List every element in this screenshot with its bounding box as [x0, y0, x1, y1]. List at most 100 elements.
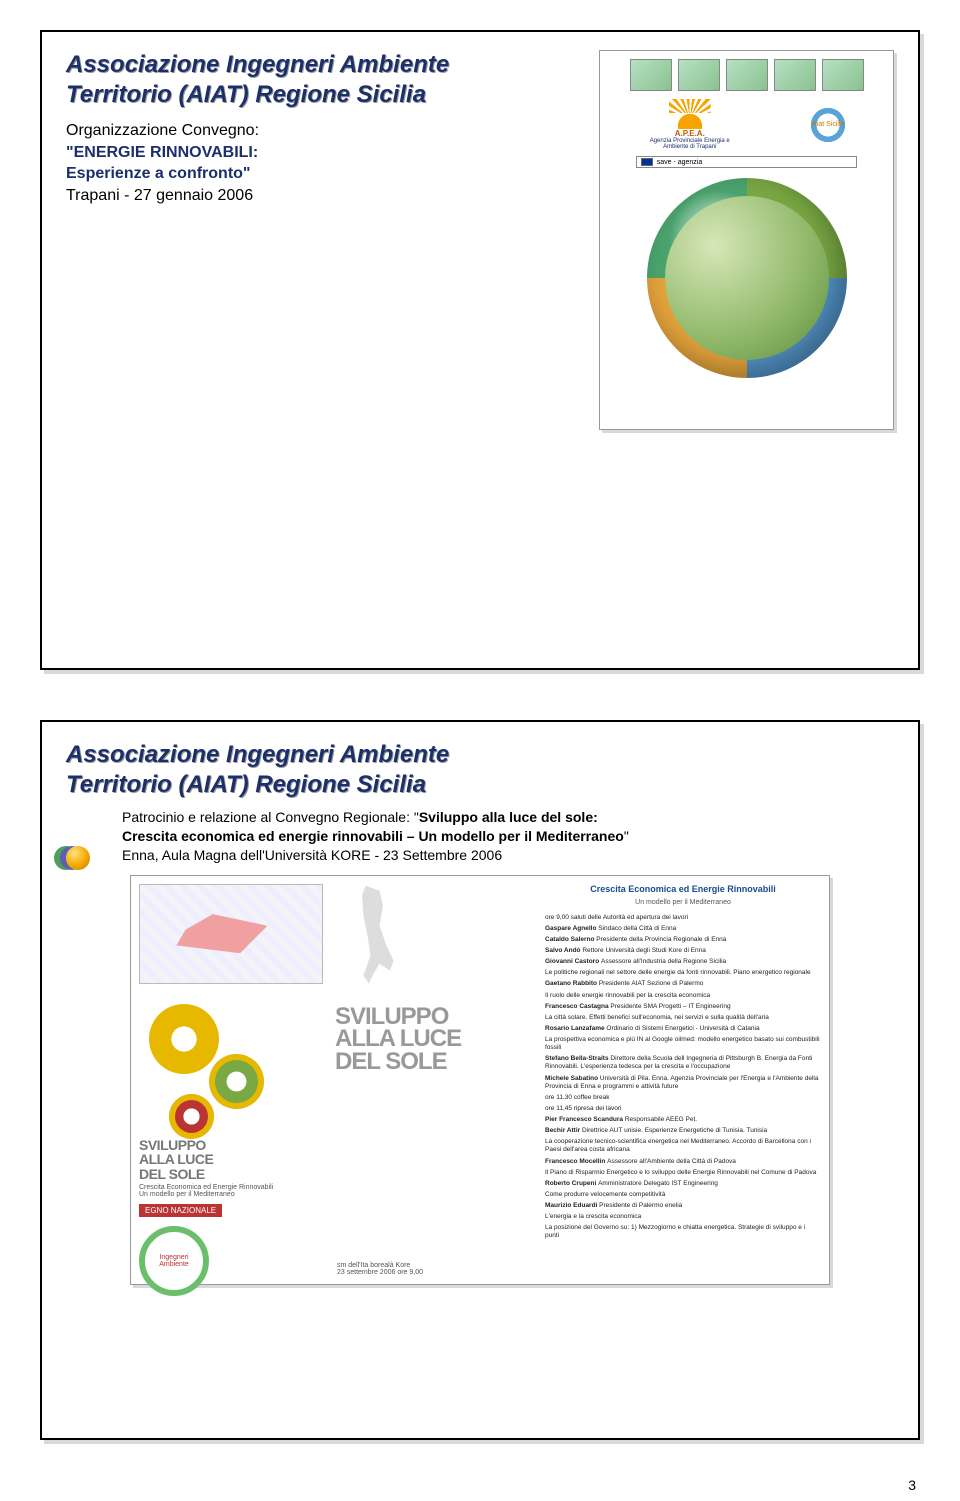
speaker-name: Roberto Crupeni — [545, 1180, 598, 1187]
sv2: ALLA LUCE — [139, 1152, 323, 1167]
agenda-item: Il ruolo delle energie rinnovabili per l… — [545, 992, 821, 1000]
agenda-desc: Direttrice AUT unisie. Esperienze Energe… — [582, 1127, 767, 1134]
thumb-icon — [630, 59, 672, 91]
agenda-item: Maurizio Eduardi Presidente di Palermo e… — [545, 1202, 821, 1210]
speaker-name: Salvo Andò — [545, 947, 582, 954]
speaker-name: Michele Sabatino — [545, 1075, 600, 1082]
thumb-icon — [726, 59, 768, 91]
slide-2: Associazione Ingegneri Ambiente Territor… — [40, 720, 920, 1440]
kore-caption: sm dell'Ita borealà Kore 23 settembre 20… — [337, 1262, 423, 1276]
poster2-right: Crescita Economica ed Energie Rinnovabil… — [541, 876, 829, 1284]
gears-icon — [139, 994, 323, 1134]
slide1-body: Organizzazione Convegno: "ENERGIE RINNOV… — [66, 120, 579, 206]
speaker-name: Stefano Bella-Straits — [545, 1055, 610, 1062]
thumb-icon — [678, 59, 720, 91]
agenda-item: ore 11,30 coffee break — [545, 1094, 821, 1102]
agenda-desc: Rettore Università degli Studi Kore di E… — [582, 947, 706, 954]
agenda-list: Gaspare Agnello Sindaco della Città di E… — [545, 925, 821, 1241]
page-number: 3 — [908, 1477, 916, 1493]
agenda-item: Salvo Andò Rettore Università degli Stud… — [545, 947, 821, 955]
agenda-desc: Le politiche regionali nel settore delle… — [545, 969, 811, 976]
body-line-3: Esperienze a confronto" — [66, 163, 579, 185]
agenda-item: La posizione del Governo su: 1) Mezzogio… — [545, 1224, 821, 1240]
agenda-item: Cataldo Salerno Presidente della Provinc… — [545, 936, 821, 944]
agenda-desc: Responsabile AEEG Pet. — [625, 1116, 697, 1123]
body2-closequote: " — [624, 828, 629, 844]
intro-line: ore 9,00 saluti delle Autorità ed apertu… — [545, 914, 821, 922]
body2-line3: Enna, Aula Magna dell'Università KORE - … — [122, 847, 502, 863]
body2-line2: Crescita economica ed energie rinnovabil… — [122, 828, 624, 844]
agenda-item: Gaspare Agnello Sindaco della Città di E… — [545, 925, 821, 933]
agenda-item: Michele Sabatino Università di Pila. Enn… — [545, 1075, 821, 1091]
body-line-4: Trapani - 27 gennaio 2006 — [66, 185, 579, 207]
slide2-poster: SVILUPPO ALLA LUCE DEL SOLE Crescita Eco… — [130, 875, 830, 1285]
aiat-logo-icon: Aiat Sicilia — [808, 105, 848, 145]
ring-label: Ingegneri Ambiente — [145, 1254, 203, 1268]
agenda-desc: Assessore all'Ambiente della Città di Pa… — [607, 1158, 736, 1165]
apea-logo: A.P.E.A. Agenzia Provinciale Energia e A… — [645, 99, 735, 150]
agenda-desc: Il ruolo delle energie rinnovabili per l… — [545, 992, 710, 999]
sv1: SVILUPPO — [139, 1138, 323, 1153]
title-line-2: Territorio (AIAT) Regione Sicilia — [66, 770, 894, 800]
agenda-item: Pier Francesco Scandura Responsabile AEE… — [545, 1116, 821, 1124]
agenda-desc: Il Piano di Risparmio Energetico e lo sv… — [545, 1169, 816, 1176]
poster2-left: SVILUPPO ALLA LUCE DEL SOLE Crescita Eco… — [131, 876, 331, 1284]
title-line-1: Associazione Ingegneri Ambiente — [66, 50, 579, 80]
sub1: Crescita Economica ed Energie Rinnovabil… — [139, 1184, 323, 1191]
speaker-name: Gaetano Rabbito — [545, 980, 599, 987]
gear-icon — [209, 1054, 264, 1109]
agenda-item: La prospettiva economica e più IN al Goo… — [545, 1036, 821, 1052]
title-line-1: Associazione Ingegneri Ambiente — [66, 740, 894, 770]
agenda-desc: Ordinario di Sistemi Energetici - Univer… — [606, 1025, 759, 1032]
speaker-name: Rosario Lanzafame — [545, 1025, 606, 1032]
agenda-item: Gaetano Rabbito Presidente AIAT Sezione … — [545, 980, 821, 988]
gear-icon — [169, 1094, 214, 1139]
slide2-body: Patrocinio e relazione al Convegno Regio… — [122, 808, 822, 865]
slide-1: Associazione Ingegneri Ambiente Territor… — [40, 30, 920, 670]
body2-bold: Sviluppo alla luce del sole: — [419, 809, 598, 825]
agenda-desc: Assessore all'Industria della Regione Si… — [601, 958, 726, 965]
globe-icon — [647, 178, 847, 378]
save-label: save - agenzia — [657, 159, 703, 166]
k2: 23 settembre 2006 ore 9,00 — [337, 1269, 423, 1276]
agenda-item: Roberto Crupeni Amministratore Delegato … — [545, 1180, 821, 1188]
poster2-mid: SVILUPPO ALLA LUCE DEL SOLE sm dell'Ita … — [331, 876, 541, 1284]
title-line-2: Territorio (AIAT) Regione Sicilia — [66, 80, 579, 110]
sicily-map-icon — [139, 884, 323, 984]
speaker-name: Francesco Mocellin — [545, 1158, 607, 1165]
speaker-name: Francesco Castagna — [545, 1003, 610, 1010]
agenda-desc: Presidente di Palermo enelia — [599, 1202, 682, 1209]
agenda-item: Come produrre velocemente competitività — [545, 1191, 821, 1199]
speaker-name: Bechir Attir — [545, 1127, 582, 1134]
agenda-desc: La prospettiva economica e più IN al Goo… — [545, 1036, 820, 1051]
slide2-title: Associazione Ingegneri Ambiente Territor… — [66, 740, 894, 800]
aiat-label: Aiat Sicilia — [812, 121, 844, 128]
agenda-desc: Presidente AIAT Sezione di Palermo — [599, 980, 704, 987]
speaker-name: Cataldo Salerno — [545, 936, 596, 943]
thumb-icon — [774, 59, 816, 91]
agenda-item: Francesco Castagna Presidente SMA Proget… — [545, 1003, 821, 1011]
apea-sub: Agenzia Provinciale Energia e Ambiente d… — [645, 138, 735, 150]
poster2-header2: Un modello per il Mediterraneo — [545, 899, 821, 908]
slide1-title: Associazione Ingegneri Ambiente Territor… — [66, 50, 579, 110]
sviluppo-label: SVILUPPO ALLA LUCE DEL SOLE — [139, 1138, 323, 1182]
speaker-name: Pier Francesco Scandura — [545, 1116, 625, 1123]
agenda-item: Giovanni Castoro Assessore all'Industria… — [545, 958, 821, 966]
agenda-desc: L'energia e la crescita economica — [545, 1213, 641, 1220]
sub2: Un modello per il Mediterraneo — [139, 1191, 323, 1198]
speaker-name: Giovanni Castoro — [545, 958, 601, 965]
agenda-item: Bechir Attir Direttrice AUT unisie. Espe… — [545, 1127, 821, 1135]
agenda-item: La città solare. Effetti benefici sull'e… — [545, 1014, 821, 1022]
big-sviluppo: SVILUPPO ALLA LUCE DEL SOLE — [331, 1006, 541, 1074]
save-bar: save - agenzia — [636, 156, 858, 168]
agenda-item: L'energia e la crescita economica — [545, 1213, 821, 1221]
gear-icon — [149, 1004, 219, 1074]
italy-map-icon — [341, 886, 411, 986]
k1: sm dell'Ita borealà Kore — [337, 1262, 423, 1269]
agenda-desc: ore 11,45 ripresa dei lavori — [545, 1105, 621, 1112]
agenda-desc: Presidente della Provincia Regionale di … — [596, 936, 726, 943]
mt3: DEL SOLE — [335, 1051, 541, 1074]
poster-thumbs — [608, 59, 885, 91]
speaker-name: Gaspare Agnello — [545, 925, 598, 932]
slide1-poster: A.P.E.A. Agenzia Provinciale Energia e A… — [599, 50, 894, 430]
